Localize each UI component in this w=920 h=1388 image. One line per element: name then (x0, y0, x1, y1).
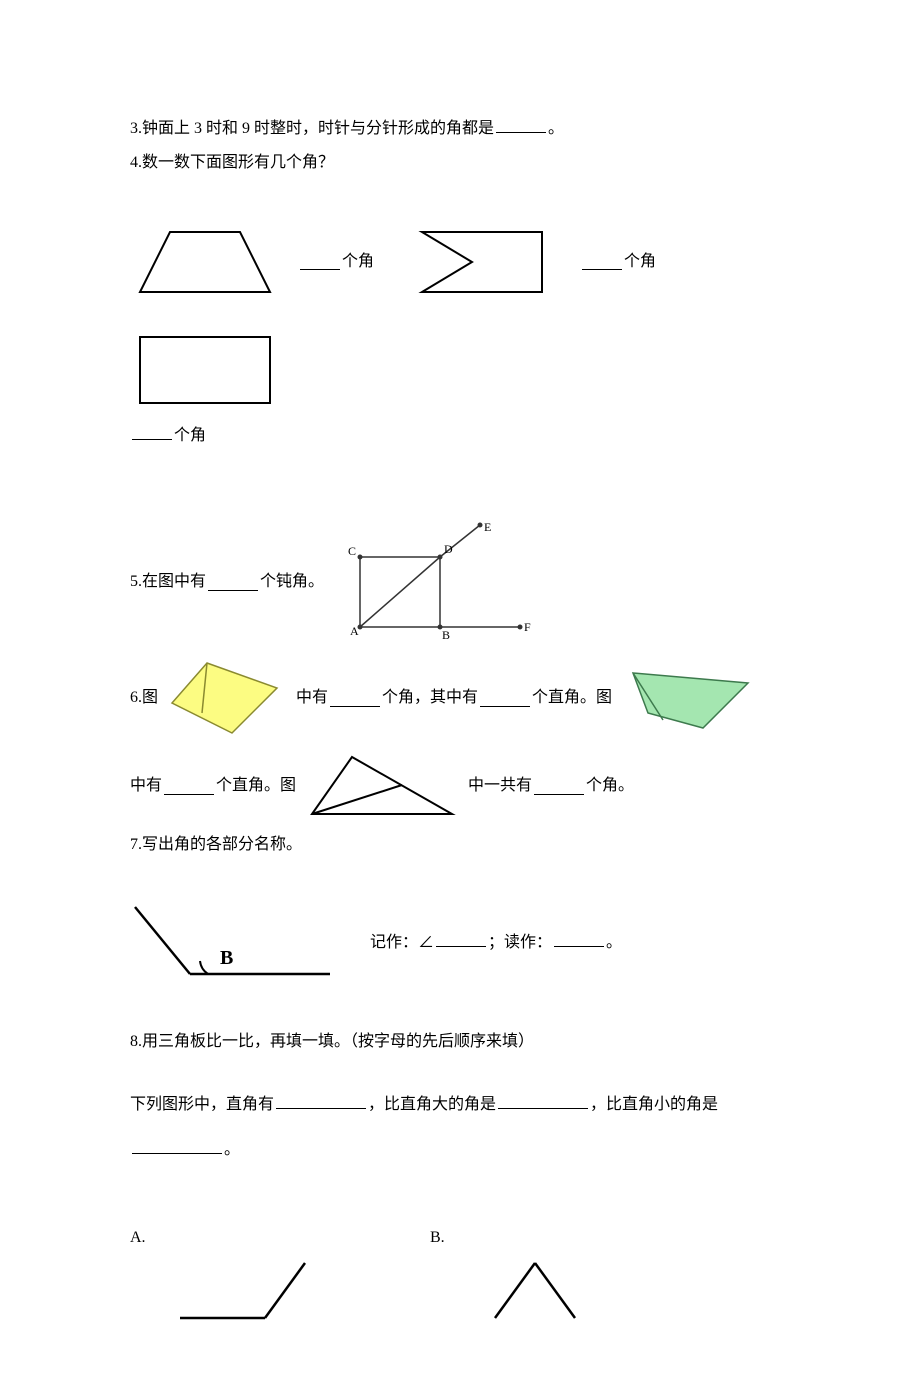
svg-text:F: F (524, 620, 531, 634)
q4-suffix-2: 个角 (624, 247, 656, 277)
q5-blank[interactable] (208, 574, 258, 591)
q6-f: 个直角。图 (216, 771, 296, 801)
q8-optA-label: A. (130, 1223, 146, 1253)
q8-optA-figure (170, 1253, 320, 1328)
q6-triangle-shape (302, 749, 462, 824)
q6-g: 中一共有 (468, 771, 532, 801)
q4-rect-label: 个角 (130, 421, 790, 451)
q5-text-b: 个钝角。 (260, 567, 324, 597)
question-8-options: A. B. (130, 1223, 790, 1328)
q6-blank-1[interactable] (330, 690, 380, 707)
q4-rectangle (130, 325, 280, 415)
q6-yellow-shape (162, 653, 292, 743)
svg-text:C: C (348, 544, 356, 558)
q4-blank-1[interactable] (300, 253, 340, 270)
question-6-line1: 6.图 中有 个角，其中有 个直角。图 (130, 653, 790, 743)
q6-h: 个角。 (586, 771, 634, 801)
q5-diagram: A B C D E F (330, 517, 540, 647)
question-4-title: 4.数一数下面图形有几个角？ (130, 148, 790, 178)
q8-t1: 下列图形中，直角有 (130, 1096, 274, 1113)
question-8-title: 8.用三角板比一比，再填一填。（按字母的先后顺序来填） (130, 1027, 790, 1057)
q4-shapes-row: 个角 个角 (130, 217, 790, 415)
q3-text-b: 。 (548, 120, 564, 137)
q7-blank-2[interactable] (554, 930, 604, 947)
question-3: 3.钟面上 3 时和 9 时整时，时针与分针形成的角都是 。 (130, 114, 790, 144)
q7-t1: 记作：∠ (370, 934, 434, 951)
question-6-line2: 中有 个直角。图 中一共有 个角。 (130, 749, 790, 824)
q6-e: 中有 (130, 771, 162, 801)
q5-text-a: 5.在图中有 (130, 567, 206, 597)
q8-t3: ，比直角小的角是 (590, 1096, 718, 1113)
q4-blank-3[interactable] (132, 423, 172, 440)
svg-text:B: B (442, 628, 450, 642)
q8-optB-figure (470, 1253, 600, 1328)
q8-blank-3[interactable] (132, 1137, 222, 1154)
q4-blank-2[interactable] (582, 253, 622, 270)
q7-t2: ；读作： (488, 934, 552, 951)
q8-title: 8.用三角板比一比，再填一填。（按字母的先后顺序来填） (130, 1033, 534, 1050)
svg-text:D: D (444, 542, 453, 556)
q7-blank-1[interactable] (436, 930, 486, 947)
q8-blank-2[interactable] (498, 1092, 588, 1109)
q7-text-group: 记作：∠ ；读作： 。 (370, 928, 622, 958)
question-7-title: 7.写出角的各部分名称。 (130, 830, 790, 860)
q4-suffix-3: 个角 (174, 427, 206, 444)
q7-t3: 。 (606, 934, 622, 951)
question-7-row: B 记作：∠ ；读作： 。 (130, 899, 790, 989)
question-8-fill: 下列图形中，直角有 ，比直角大的角是 ，比直角小的角是 。 (130, 1083, 790, 1173)
q6-green-shape (618, 658, 758, 738)
q6-blank-3[interactable] (164, 778, 214, 795)
q8-t2: ，比直角大的角是 (368, 1096, 496, 1113)
q6-a: 6.图 (130, 683, 158, 713)
q8-blank-1[interactable] (276, 1092, 366, 1109)
q8-optB-label: B. (430, 1223, 445, 1253)
svg-text:E: E (484, 520, 491, 534)
q4-arrow-shape (392, 217, 562, 307)
q6-d: 个直角。图 (532, 683, 612, 713)
q7-title: 7.写出角的各部分名称。 (130, 836, 302, 853)
q4-trapezoid (130, 217, 280, 307)
q3-text-a: 3.钟面上 3 时和 9 时整时，时针与分针形成的角都是 (130, 120, 494, 137)
q8-t4: 。 (224, 1141, 240, 1158)
q7-angle-figure: B (130, 899, 340, 989)
q3-blank[interactable] (496, 116, 546, 133)
svg-text:B: B (220, 947, 233, 969)
q4-suffix-1: 个角 (342, 247, 374, 277)
q4-text: 4.数一数下面图形有几个角？ (130, 154, 334, 171)
q6-blank-4[interactable] (534, 778, 584, 795)
q6-c: 个角，其中有 (382, 683, 478, 713)
svg-text:A: A (350, 624, 359, 638)
q4-arrow-label: 个角 (580, 247, 656, 277)
q4-trap-label: 个角 (298, 247, 374, 277)
q6-blank-2[interactable] (480, 690, 530, 707)
q6-b: 中有 (296, 683, 328, 713)
question-5: 5.在图中有 个钝角。 (130, 517, 790, 647)
